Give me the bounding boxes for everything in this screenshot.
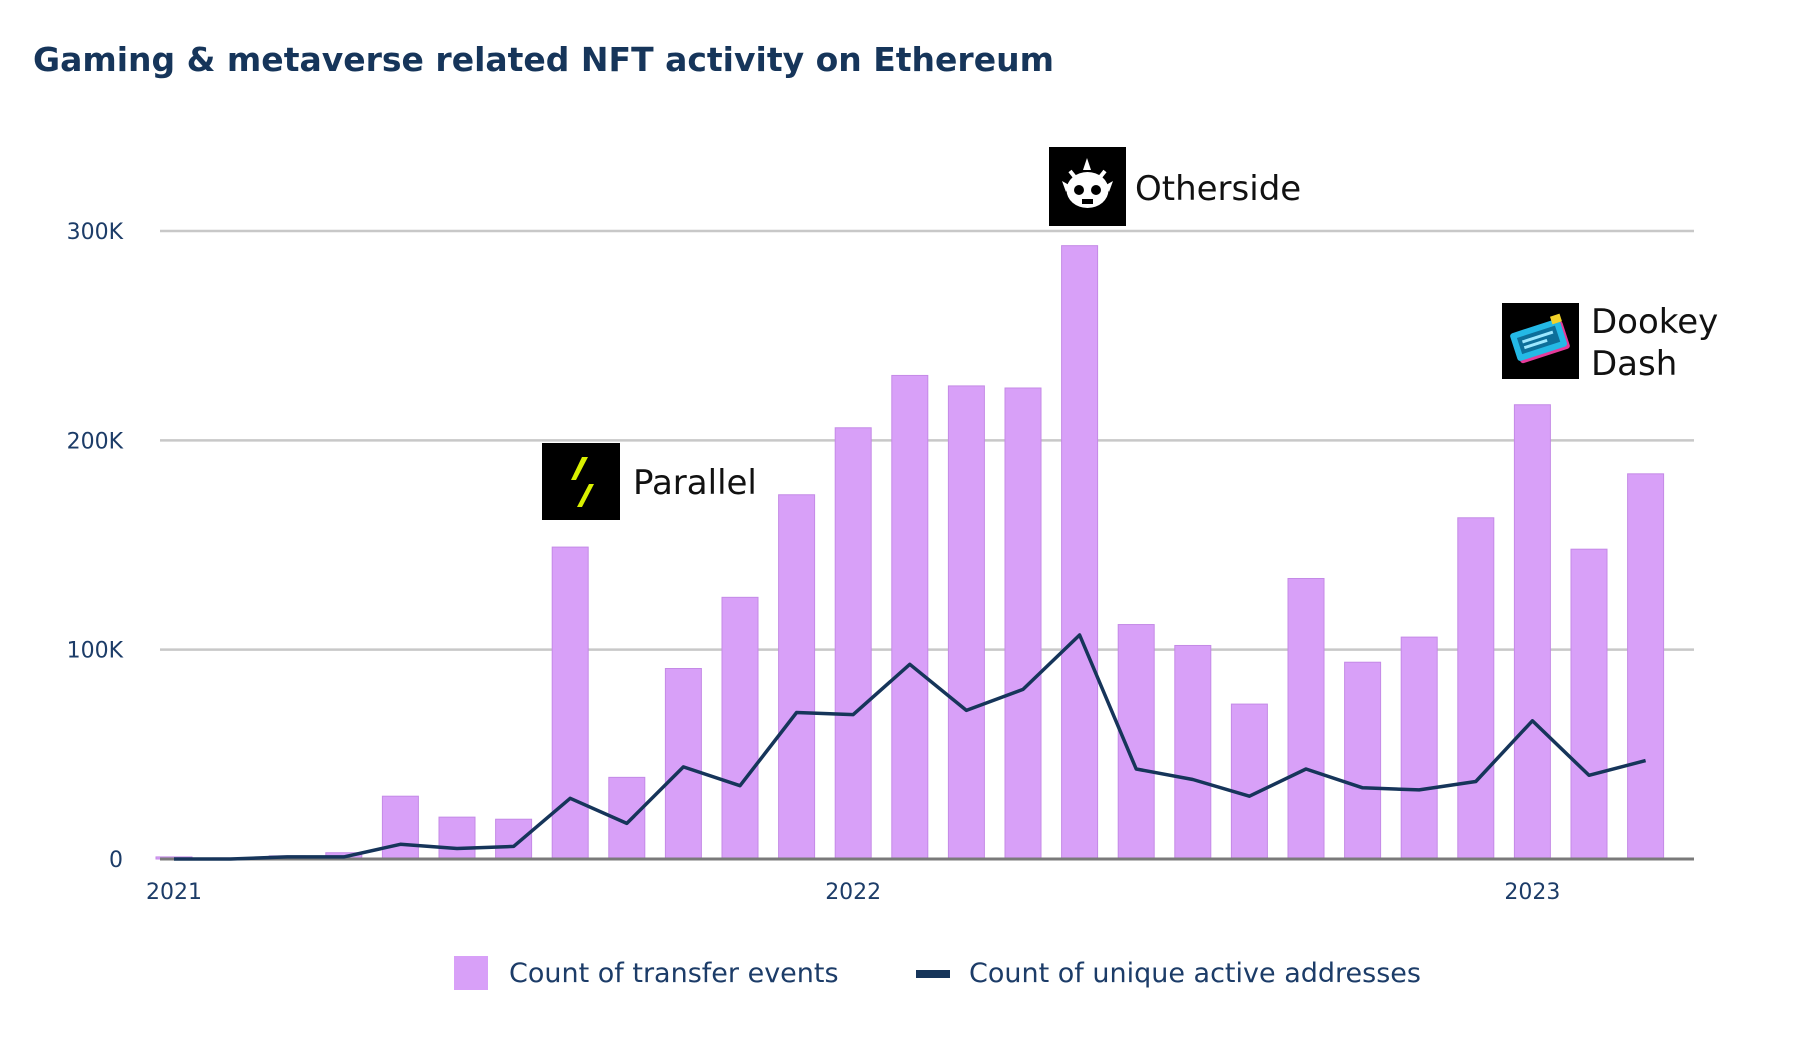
- bar-transfer-events: [778, 494, 816, 860]
- bar-transfer-events: [834, 427, 872, 860]
- x-tick-label: 2023: [1504, 880, 1560, 905]
- parallel-logo-icon: [542, 443, 620, 520]
- annotation-otherside: Otherside: [1049, 147, 1301, 226]
- legend-swatch-active-addresses: [916, 970, 950, 978]
- chart-title: Gaming & metaverse related NFT activity …: [33, 40, 1054, 79]
- bar-transfer-events: [891, 374, 929, 860]
- y-axis-ticks: 0 100K 200K 300K: [67, 220, 124, 873]
- bar-transfer-events: [1287, 577, 1325, 860]
- bar-transfer-events: [721, 596, 759, 860]
- annotation-label-dookey-dash-line2: Dash: [1591, 344, 1677, 384]
- bar-transfer-events: [1570, 548, 1608, 860]
- bar-transfer-events: [1174, 644, 1212, 860]
- line-active-addresses: [174, 633, 1647, 861]
- legend-label-active-addresses: Count of unique active addresses: [969, 958, 1421, 989]
- annotation-parallel: Parallel: [542, 443, 757, 520]
- bar-transfer-events: [1230, 703, 1268, 860]
- transfer-events-bars: [155, 245, 1665, 860]
- active-addresses-line: [174, 633, 1647, 861]
- x-tick-label: 2022: [825, 880, 881, 905]
- bar-transfer-events: [1004, 387, 1042, 860]
- legend: Count of transfer events Count of unique…: [454, 956, 1421, 990]
- otherside-logo-icon: [1049, 147, 1126, 226]
- bar-transfer-events: [1627, 473, 1665, 860]
- bar-transfer-events: [551, 546, 589, 860]
- y-tick-label: 300K: [67, 220, 124, 245]
- bar-transfer-events: [1400, 636, 1438, 860]
- annotation-label-dookey-dash-line1: Dookey: [1591, 302, 1718, 342]
- x-tick-label: 2021: [146, 880, 202, 905]
- annotation-dookey-dash: Dookey Dash: [1502, 302, 1718, 384]
- legend-label-transfer-events: Count of transfer events: [509, 958, 839, 989]
- bar-transfer-events: [1513, 404, 1551, 860]
- bar-transfer-events: [381, 795, 419, 860]
- annotation-label-otherside: Otherside: [1135, 169, 1301, 209]
- dookey-dash-logo-icon: [1502, 303, 1579, 379]
- y-tick-label: 0: [109, 848, 123, 873]
- bar-transfer-events: [664, 668, 702, 860]
- x-axis-ticks: 2021 2022 2023: [146, 880, 1560, 905]
- annotation-label-parallel: Parallel: [633, 463, 757, 503]
- y-tick-label: 200K: [67, 429, 124, 454]
- bar-transfer-events: [947, 385, 985, 860]
- bar-transfer-events: [495, 818, 533, 860]
- legend-swatch-transfer-events: [454, 956, 488, 990]
- bar-transfer-events: [1344, 661, 1382, 860]
- bar-transfer-events: [438, 816, 476, 860]
- bar-transfer-events: [1457, 517, 1495, 860]
- bar-transfer-events: [1061, 245, 1099, 860]
- y-tick-label: 100K: [67, 639, 124, 664]
